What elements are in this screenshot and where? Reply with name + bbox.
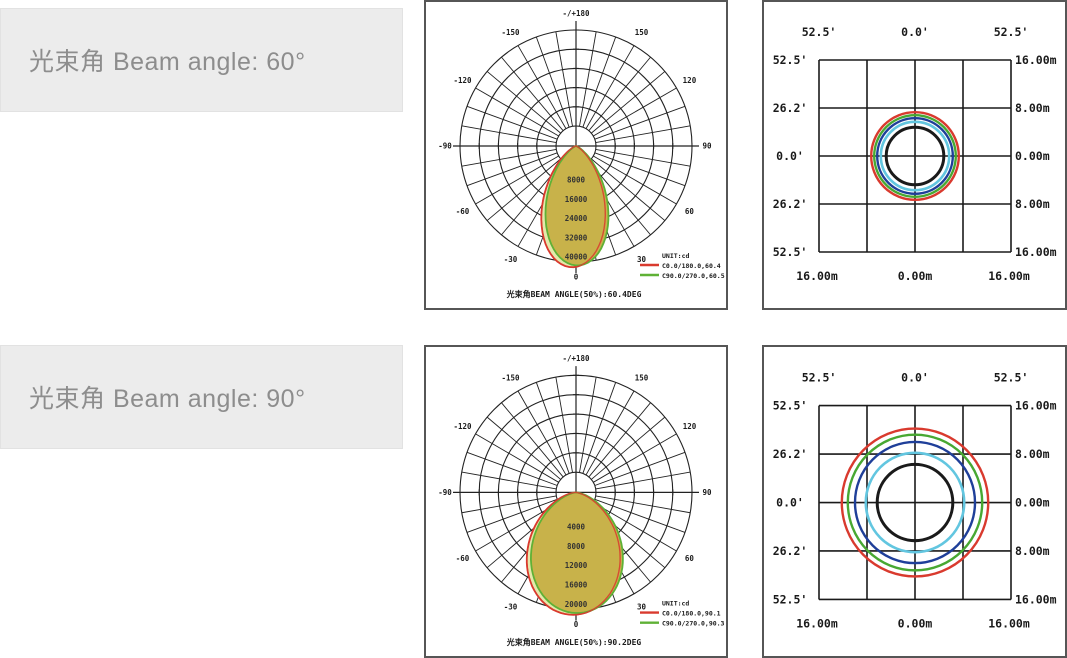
svg-text:0.00m: 0.00m bbox=[1015, 495, 1050, 509]
svg-text:8000: 8000 bbox=[567, 176, 586, 185]
svg-text:90: 90 bbox=[702, 488, 711, 497]
beam-angle-60-label-text: 光束角 Beam angle: 60° bbox=[29, 48, 306, 76]
svg-text:4000: 4000 bbox=[567, 522, 585, 531]
svg-text:-150: -150 bbox=[501, 373, 519, 382]
svg-text:-90: -90 bbox=[438, 142, 452, 151]
svg-text:52.5': 52.5' bbox=[994, 370, 1029, 384]
svg-text:0.0': 0.0' bbox=[776, 149, 804, 163]
svg-text:16000: 16000 bbox=[565, 581, 588, 590]
svg-text:120: 120 bbox=[683, 76, 697, 85]
svg-text:C0.0/180.0,90.1: C0.0/180.0,90.1 bbox=[662, 610, 721, 618]
svg-text:52.5': 52.5' bbox=[773, 245, 808, 259]
beam-angle-90-label: 光束角 Beam angle: 90° bbox=[0, 345, 403, 449]
svg-text:0.0': 0.0' bbox=[901, 25, 929, 39]
svg-text:16.00m: 16.00m bbox=[1015, 592, 1057, 606]
polar-chart-panel-90: -/+180 -150 150 -120 120 -90 90 -60 60 -30 30 0 4000… bbox=[424, 345, 728, 658]
polar-chart-panel-60: -/+180 -150 150 -120 120 -90 90 -60 60 -30 30 0 8000… bbox=[424, 0, 728, 310]
svg-text:52.5': 52.5' bbox=[773, 399, 808, 413]
svg-text:40000: 40000 bbox=[565, 253, 588, 262]
svg-text:8.00m: 8.00m bbox=[1015, 101, 1050, 115]
svg-text:90: 90 bbox=[702, 142, 712, 151]
svg-text:52.5': 52.5' bbox=[802, 370, 837, 384]
svg-text:8.00m: 8.00m bbox=[1015, 197, 1050, 211]
svg-text:16.00m: 16.00m bbox=[1015, 245, 1057, 259]
svg-text:-60: -60 bbox=[456, 554, 470, 563]
svg-text:16.00m: 16.00m bbox=[1015, 399, 1057, 413]
beam-angle-60-label: 光束角 Beam angle: 60° bbox=[0, 8, 403, 112]
svg-text:0: 0 bbox=[574, 620, 579, 629]
svg-text:52.5': 52.5' bbox=[773, 53, 808, 67]
svg-text:52.5': 52.5' bbox=[994, 25, 1029, 39]
isolux-chart-panel-60: 52.5' 0.0' 52.5' 52.5' 26.2' 0.0' 26.2' 52.5' 16… bbox=[762, 0, 1067, 310]
svg-text:8000: 8000 bbox=[567, 542, 585, 551]
svg-text:150: 150 bbox=[635, 373, 649, 382]
svg-text:-30: -30 bbox=[504, 602, 518, 611]
svg-text:0.00m: 0.00m bbox=[1015, 149, 1050, 163]
isolux-diagram-60: 52.5' 0.0' 52.5' 52.5' 26.2' 0.0' 26.2' 52.5' 16… bbox=[773, 25, 1057, 283]
svg-text:16.00m: 16.00m bbox=[988, 617, 1030, 631]
svg-text:-/+180: -/+180 bbox=[562, 354, 589, 363]
svg-text:-90: -90 bbox=[438, 488, 452, 497]
svg-text:-30: -30 bbox=[504, 255, 518, 264]
beam-angle-90-label-text: 光束角 Beam angle: 90° bbox=[29, 385, 306, 413]
svg-text:0.00m: 0.00m bbox=[898, 617, 933, 631]
svg-text:150: 150 bbox=[635, 28, 649, 37]
svg-text:-/+180: -/+180 bbox=[562, 9, 590, 18]
svg-text:-60: -60 bbox=[456, 207, 470, 216]
svg-text:30: 30 bbox=[637, 602, 646, 611]
svg-text:16000: 16000 bbox=[565, 195, 588, 204]
svg-text:8.00m: 8.00m bbox=[1015, 447, 1050, 461]
svg-text:52.5': 52.5' bbox=[773, 592, 808, 606]
svg-text:52.5': 52.5' bbox=[802, 25, 837, 39]
polar-intensity-diagram-90: -/+180 -150 150 -120 120 -90 90 -60 60 -30 30 0 4000… bbox=[438, 354, 725, 647]
svg-text:24000: 24000 bbox=[565, 214, 588, 223]
svg-text:16.00m: 16.00m bbox=[1015, 53, 1057, 67]
svg-text:-120: -120 bbox=[454, 76, 473, 85]
svg-text:26.2': 26.2' bbox=[773, 197, 808, 211]
svg-text:26.2': 26.2' bbox=[773, 544, 808, 558]
svg-text:C0.0/180.0,60.4: C0.0/180.0,60.4 bbox=[662, 262, 721, 270]
svg-text:-150: -150 bbox=[501, 28, 520, 37]
svg-text:32000: 32000 bbox=[565, 233, 588, 242]
svg-text:8.00m: 8.00m bbox=[1015, 544, 1050, 558]
svg-text:60: 60 bbox=[685, 554, 694, 563]
svg-text:30: 30 bbox=[637, 255, 647, 264]
svg-text:0.0': 0.0' bbox=[776, 495, 804, 509]
svg-text:C90.0/270.0,60.5: C90.0/270.0,60.5 bbox=[662, 272, 725, 280]
svg-text:120: 120 bbox=[683, 422, 697, 431]
svg-text:0.0': 0.0' bbox=[901, 370, 929, 384]
svg-text:16.00m: 16.00m bbox=[988, 269, 1030, 283]
svg-text:UNIT:cd: UNIT:cd bbox=[662, 599, 689, 607]
svg-text:C90.0/270.0,90.3: C90.0/270.0,90.3 bbox=[662, 620, 725, 628]
svg-text:-120: -120 bbox=[454, 422, 472, 431]
svg-text:0: 0 bbox=[574, 273, 579, 282]
svg-text:0.00m: 0.00m bbox=[898, 269, 933, 283]
svg-text:16.00m: 16.00m bbox=[796, 269, 838, 283]
svg-text:26.2': 26.2' bbox=[773, 101, 808, 115]
polar-intensity-diagram-60: -/+180 -150 150 -120 120 -90 90 -60 60 -30 30 0 8000… bbox=[438, 9, 725, 299]
svg-text:光束角BEAM ANGLE(50%):60.4DEG: 光束角BEAM ANGLE(50%):60.4DEG bbox=[506, 289, 642, 299]
svg-text:12000: 12000 bbox=[565, 561, 588, 570]
svg-text:60: 60 bbox=[685, 207, 695, 216]
isolux-diagram-90: 52.5' 0.0' 52.5' 52.5' 26.2' 0.0' 26.2' 52.5' 16… bbox=[773, 370, 1057, 631]
isolux-chart-panel-90: 52.5' 0.0' 52.5' 52.5' 26.2' 0.0' 26.2' 52.5' 16… bbox=[762, 345, 1067, 658]
svg-text:26.2': 26.2' bbox=[773, 447, 808, 461]
svg-text:20000: 20000 bbox=[565, 600, 588, 609]
svg-text:光束角BEAM ANGLE(50%):90.2DEG: 光束角BEAM ANGLE(50%):90.2DEG bbox=[506, 637, 642, 647]
svg-text:16.00m: 16.00m bbox=[796, 617, 838, 631]
svg-text:UNIT:cd: UNIT:cd bbox=[662, 252, 689, 260]
